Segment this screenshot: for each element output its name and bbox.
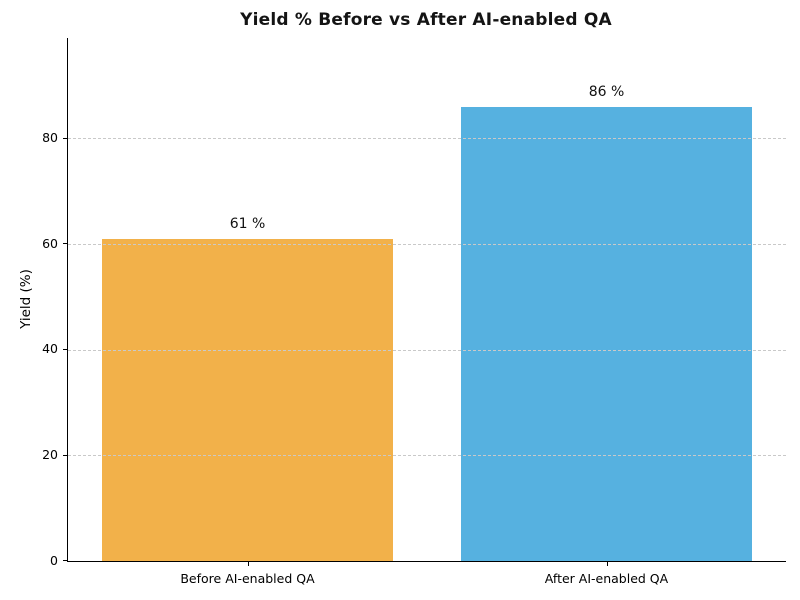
y-tick-mark [62, 137, 67, 139]
y-tick-label: 20 [42, 446, 58, 462]
gridline [68, 244, 786, 246]
y-tick-mark [62, 560, 67, 562]
x-tick-label: Before AI-enabled QA [180, 571, 315, 586]
y-tick-label: 80 [42, 129, 58, 145]
y-tick-mark [62, 454, 67, 456]
bar [102, 238, 393, 561]
gridline [68, 455, 786, 457]
y-tick-label: 0 [50, 552, 58, 568]
y-tick-mark [62, 348, 67, 350]
bar [461, 106, 752, 561]
x-tick-mark [247, 562, 249, 567]
y-axis-label: Yield (%) [18, 269, 34, 329]
bar-value-label: 86 % [588, 83, 625, 100]
x-tick-mark [606, 562, 608, 567]
gridline [68, 349, 786, 351]
chart-title: Yield % Before vs After AI-enabled QA [240, 10, 612, 30]
gridline [68, 138, 786, 140]
bar-value-label: 61 % [229, 215, 266, 232]
y-tick-mark [62, 243, 67, 245]
y-tick-label: 40 [42, 341, 58, 357]
plot-area: 0 20 40 60 80 61 % Before AI-enabled QA 86 % Aft… [42, 38, 786, 586]
y-tick-label: 60 [42, 235, 58, 251]
x-tick-label: After AI-enabled QA [544, 571, 669, 586]
